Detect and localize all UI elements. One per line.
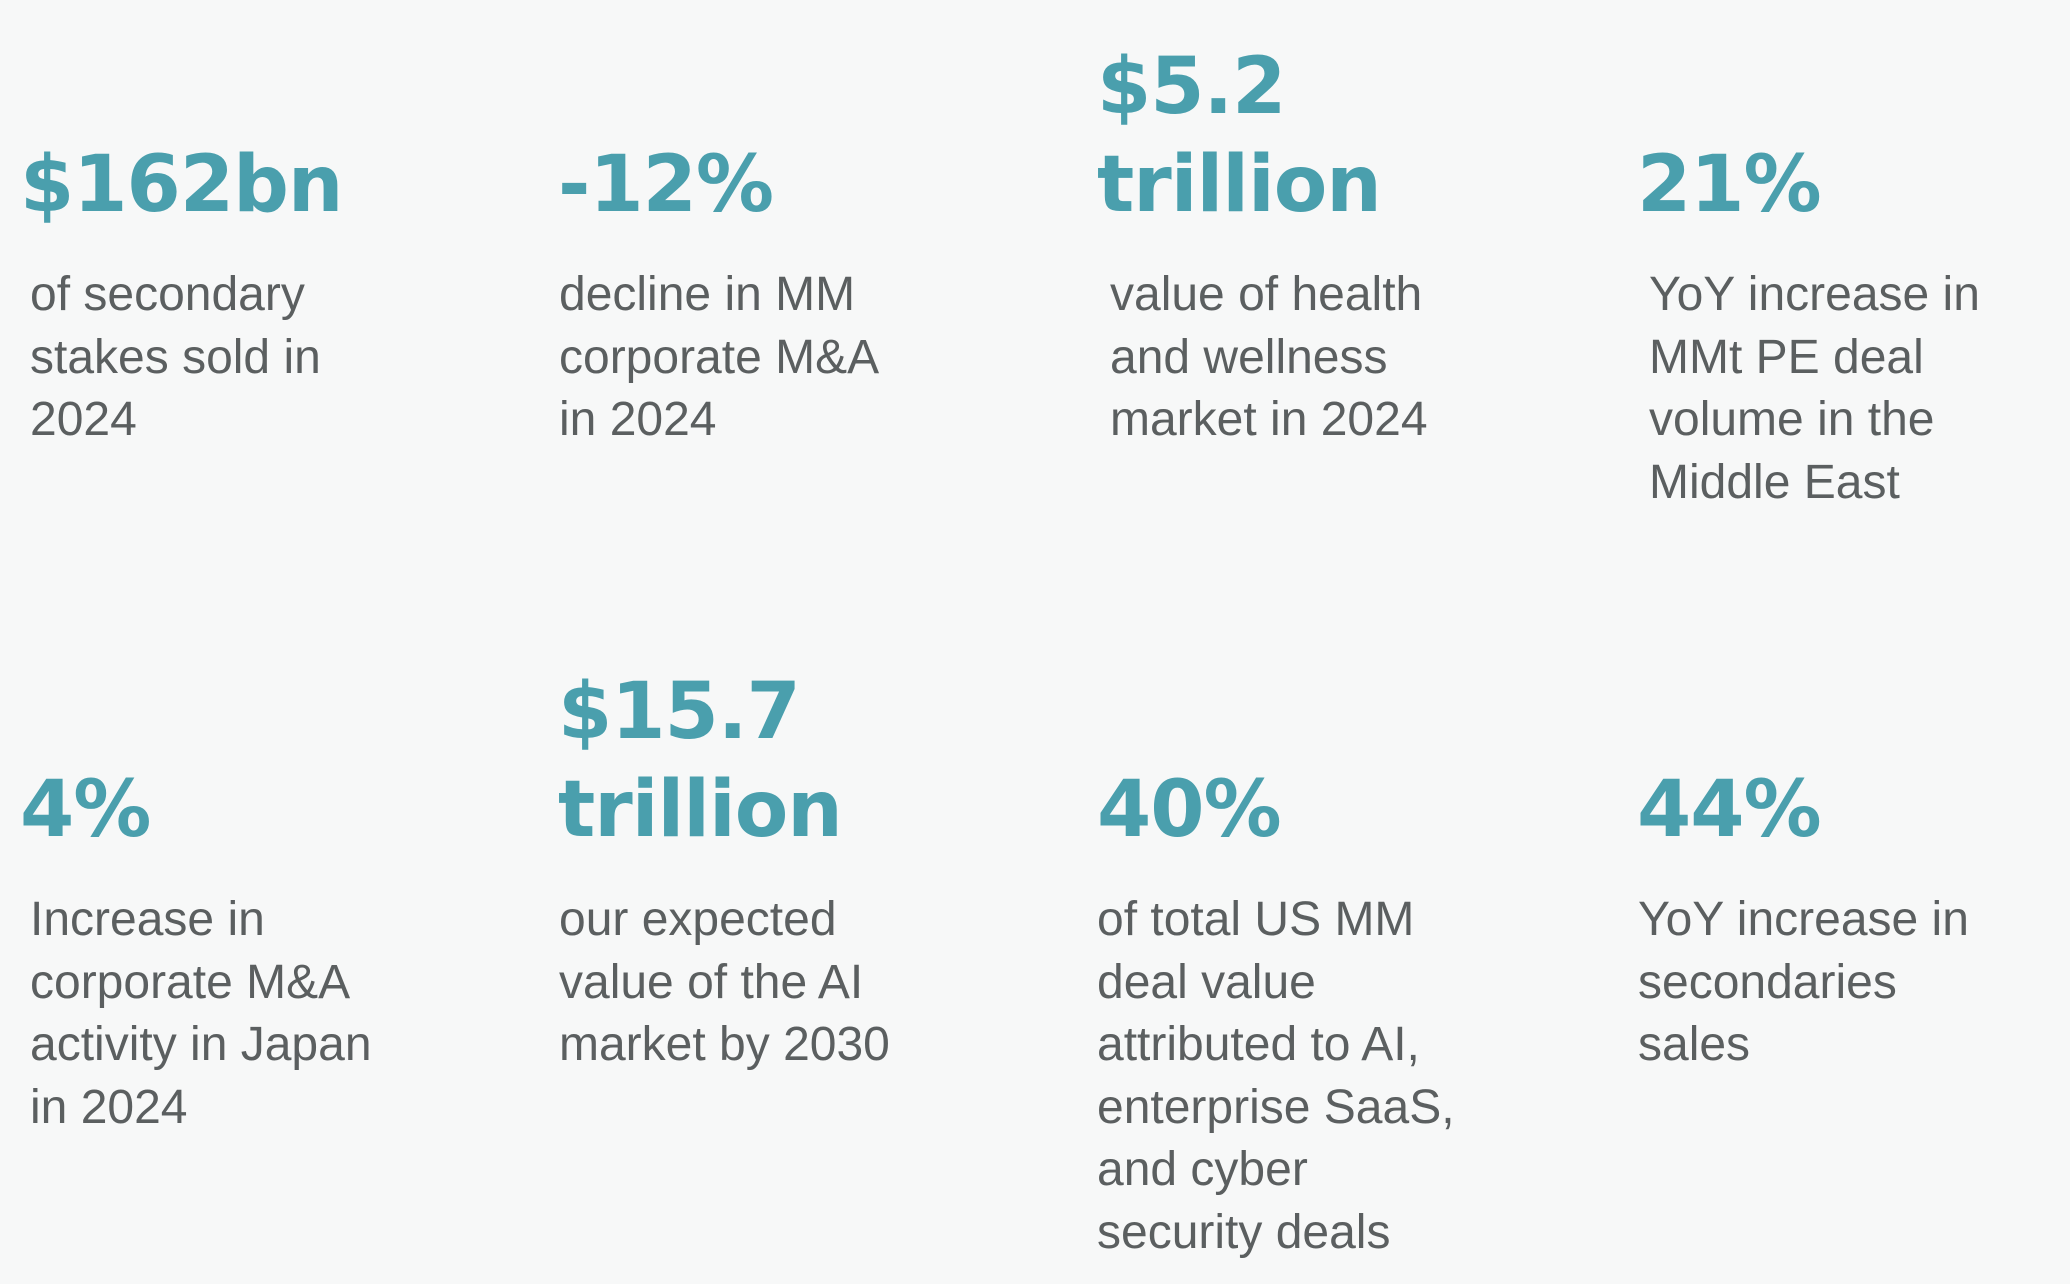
stat-caption: of total US MM deal value attributed to … xyxy=(1097,893,1455,1259)
stat-caption: YoY increase in secondaries sales xyxy=(1638,893,1969,1071)
stat-value: $5.2 trillion xyxy=(1097,42,1382,230)
stat-value: 44% xyxy=(1637,765,1822,855)
stat-value: $15.7 trillion xyxy=(558,667,843,855)
stat-value: $162bn xyxy=(20,140,343,230)
stat-caption: of secondary stakes sold in 2024 xyxy=(30,268,321,446)
stat-caption: value of health and wellness market in 2… xyxy=(1110,268,1428,446)
stat-caption: decline in MM corporate M&A in 2024 xyxy=(559,268,880,446)
stat-value: -12% xyxy=(558,140,774,230)
stat-caption: Increase in corporate M&A activity in Ja… xyxy=(30,893,372,1134)
stat-value: 21% xyxy=(1637,140,1822,230)
stat-caption: YoY increase in MMt PE deal volume in th… xyxy=(1649,268,1980,509)
stat-value: 40% xyxy=(1097,765,1282,855)
stat-value: 4% xyxy=(20,765,151,855)
stat-caption: our expected value of the AI market by 2… xyxy=(559,893,890,1071)
